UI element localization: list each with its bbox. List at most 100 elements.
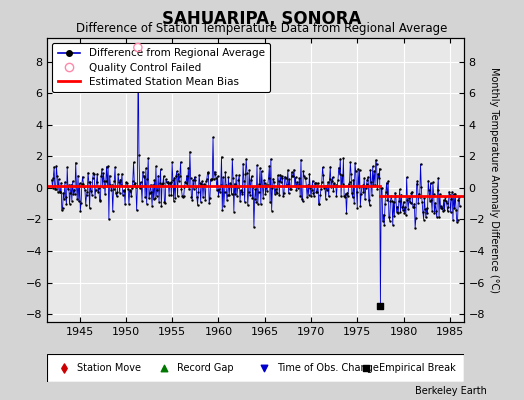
Point: [222, 182, 231, 188]
Point: [265, 174, 273, 181]
Point: [272, 189, 280, 196]
Point: [303, 194, 311, 200]
Point: [235, 172, 244, 178]
Point: [399, 198, 408, 205]
Point: [126, 188, 134, 194]
Point: [134, 44, 142, 51]
Point: [98, 166, 106, 172]
Point: [105, 216, 113, 222]
Point: [189, 177, 197, 183]
Point: [193, 194, 201, 200]
Point: [415, 190, 423, 197]
Point: [385, 214, 393, 220]
Point: [48, 176, 56, 183]
Point: [381, 189, 390, 195]
Point: [90, 171, 99, 178]
Point: [213, 187, 221, 193]
Point: [370, 168, 378, 174]
Point: [374, 170, 383, 177]
Point: [87, 188, 95, 194]
Point: [360, 175, 368, 181]
Point: [220, 203, 228, 210]
Point: [391, 193, 400, 199]
Point: [450, 191, 458, 197]
Point: [126, 187, 135, 194]
Point: [399, 207, 407, 213]
Point: [254, 201, 262, 207]
Point: [165, 191, 173, 198]
Point: [243, 170, 251, 176]
Point: [209, 134, 217, 140]
Point: [319, 172, 328, 178]
Point: [51, 186, 59, 192]
Point: [205, 200, 213, 206]
Point: [208, 176, 216, 183]
Point: [273, 190, 281, 197]
Point: [339, 180, 347, 187]
Point: [278, 172, 286, 179]
Point: [340, 193, 348, 199]
Point: [181, 178, 190, 185]
Point: [427, 196, 435, 203]
Point: [320, 185, 329, 191]
Point: [409, 204, 417, 210]
Point: [339, 155, 347, 162]
FancyBboxPatch shape: [47, 354, 464, 382]
Point: [80, 184, 89, 191]
Point: [417, 161, 425, 167]
Point: [159, 180, 167, 186]
Point: [99, 184, 107, 190]
Point: [113, 189, 122, 196]
Point: [332, 182, 340, 188]
Point: [123, 180, 131, 186]
Point: [274, 172, 282, 178]
Point: [312, 189, 321, 196]
Point: [406, 200, 414, 206]
Point: [199, 194, 207, 200]
Point: [60, 196, 68, 202]
Point: [95, 197, 104, 203]
Point: [180, 193, 188, 200]
Point: [425, 187, 433, 193]
Point: [173, 193, 182, 200]
Point: [417, 184, 425, 190]
Point: [221, 169, 230, 176]
Point: [236, 198, 244, 204]
Point: [351, 160, 359, 166]
Point: [74, 198, 83, 205]
Point: [206, 195, 214, 201]
Point: [60, 365, 68, 371]
Point: [359, 188, 368, 195]
Point: [117, 182, 125, 188]
Point: [218, 206, 226, 213]
Point: [289, 172, 298, 179]
Point: [252, 198, 260, 205]
Point: [223, 196, 231, 203]
Point: [269, 175, 277, 182]
Point: [100, 178, 108, 185]
Point: [407, 190, 416, 196]
Point: [237, 187, 245, 194]
Point: [313, 189, 321, 195]
Point: [386, 218, 394, 224]
Point: [122, 179, 130, 186]
Point: [282, 183, 290, 190]
Point: [306, 185, 314, 191]
Point: [84, 170, 92, 176]
Point: [285, 190, 293, 197]
Point: [387, 193, 396, 199]
Point: [134, 44, 143, 51]
Point: [337, 192, 345, 199]
Point: [308, 178, 316, 184]
Point: [294, 182, 303, 188]
Point: [341, 193, 349, 200]
Point: [437, 203, 445, 210]
Point: [392, 208, 401, 215]
Point: [154, 187, 162, 193]
Point: [132, 184, 140, 190]
Point: [447, 196, 455, 202]
Point: [258, 183, 267, 189]
Point: [86, 179, 94, 185]
Point: [72, 183, 81, 189]
Point: [133, 183, 141, 190]
